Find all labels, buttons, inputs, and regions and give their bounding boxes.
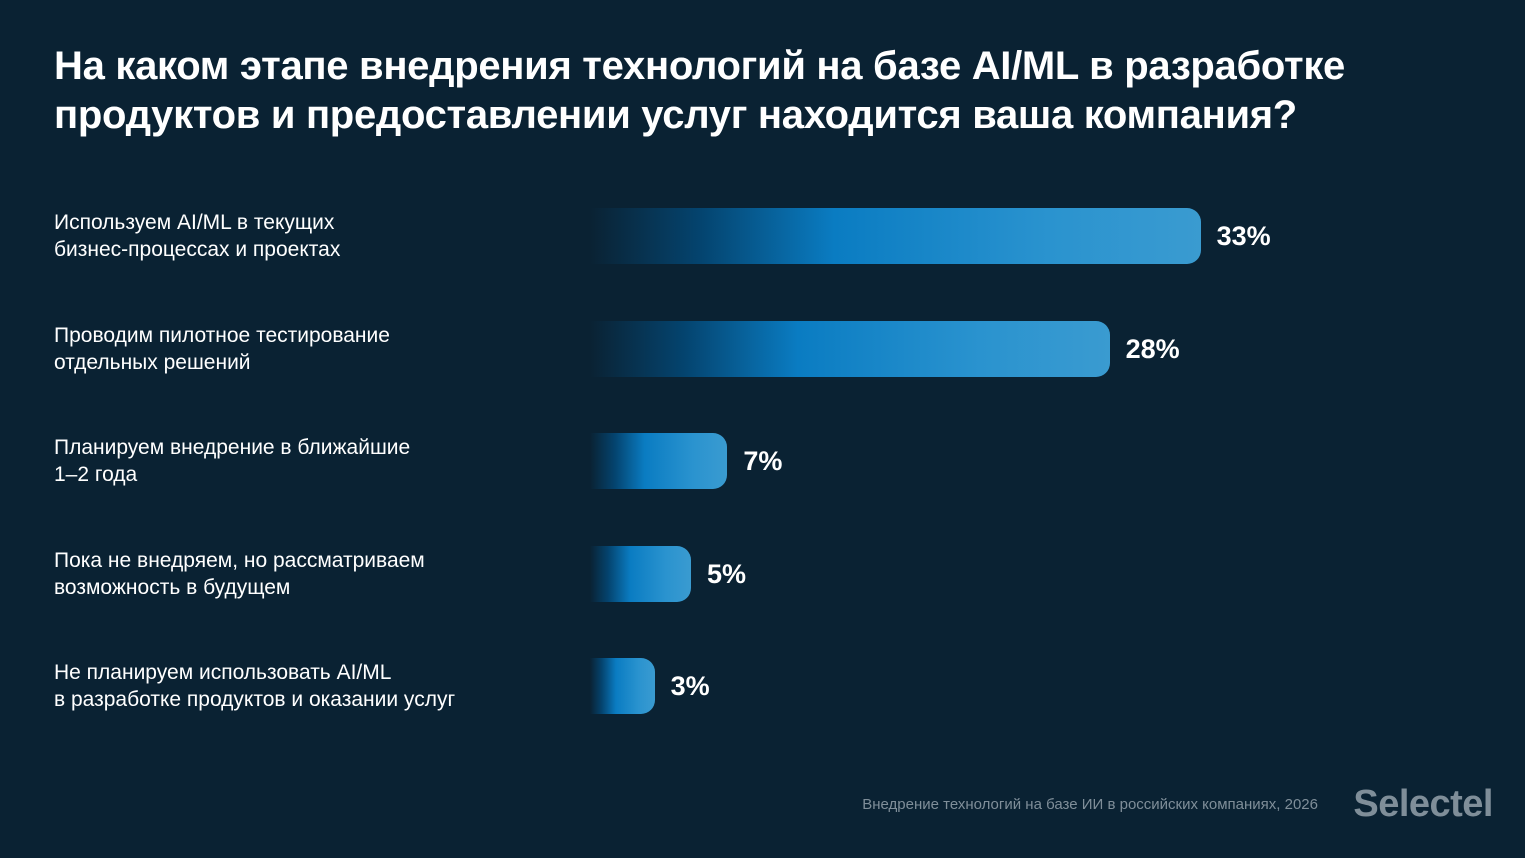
source-note: Внедрение технологий на базе ИИ в россий… bbox=[862, 796, 1318, 813]
bar bbox=[590, 208, 1201, 264]
category-label: Пока не внедряем, но рассматриваем возмо… bbox=[54, 548, 425, 599]
bar bbox=[590, 320, 1110, 377]
category-label: Не планируем использовать AI/ML в разраб… bbox=[54, 661, 456, 711]
value-label: 33% bbox=[1216, 221, 1271, 251]
bar bbox=[590, 658, 655, 714]
value-label: 28% bbox=[1125, 333, 1180, 364]
value-label: 5% bbox=[707, 558, 747, 589]
category-label: Используем AI/ML в текущих бизнес-процес… bbox=[54, 211, 341, 261]
bar bbox=[590, 545, 691, 602]
category-label: Планируем внедрение в ближайшие 1–2 года bbox=[54, 436, 411, 486]
value-label: 7% bbox=[743, 446, 783, 476]
bar bbox=[590, 433, 728, 489]
value-label: 3% bbox=[670, 671, 710, 701]
selectel-logo: Selectel bbox=[1353, 783, 1493, 825]
chart-title: На каком этапе внедрения технологий на б… bbox=[54, 44, 1345, 137]
category-label: Проводим пилотное тестирование отдельных… bbox=[54, 323, 390, 374]
